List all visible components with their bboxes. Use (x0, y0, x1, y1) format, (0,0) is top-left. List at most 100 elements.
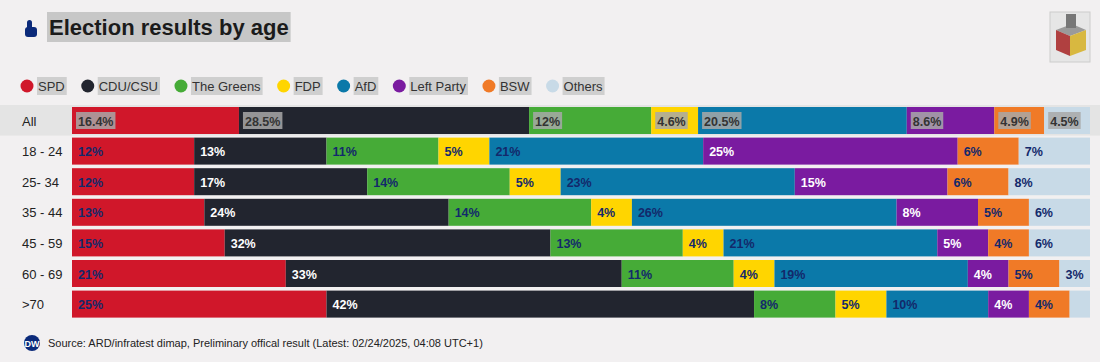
data-label: 12% (535, 115, 560, 129)
data-label: 5% (444, 145, 462, 159)
label-highlight (702, 112, 741, 129)
legend-label: Others (564, 79, 604, 94)
data-label: 12% (78, 145, 103, 159)
category-labels: All18 - 2425- 3435 - 4445 - 5960 - 69>70 (22, 114, 62, 313)
bar-segment (550, 229, 682, 256)
category-label: >70 (22, 297, 44, 312)
bar-segment (72, 168, 194, 195)
data-label: 11% (628, 268, 652, 282)
bar-segment (327, 138, 439, 165)
bar-segment (683, 229, 724, 256)
row-band (0, 197, 1100, 228)
bar-segment (632, 199, 897, 226)
data-label: 7% (1025, 145, 1043, 159)
bar-segment (836, 291, 887, 318)
bar-segment (529, 107, 651, 134)
ballot-logo (1050, 12, 1090, 62)
legend-highlight (191, 77, 263, 95)
data-label: 6% (1035, 237, 1053, 251)
legend-swatch (174, 80, 187, 93)
bar-segment (651, 107, 698, 134)
bar-segment (1029, 291, 1070, 318)
label-highlight (76, 112, 115, 129)
data-label: 26% (638, 206, 663, 220)
data-label: 4.6% (657, 115, 686, 129)
bar-segment (1009, 260, 1060, 287)
data-label: 25% (709, 145, 734, 159)
data-label: 15% (78, 237, 103, 251)
row-band (0, 136, 1100, 167)
row-bg (0, 136, 1100, 167)
logo-right (1070, 30, 1086, 56)
bar-segment (994, 107, 1044, 134)
legend-label: FDP (295, 79, 321, 94)
data-label: 8.6% (913, 115, 942, 129)
bar-segment (754, 291, 835, 318)
bar-segment (72, 138, 194, 165)
bar-segment (225, 229, 551, 256)
bar-segment (1029, 229, 1090, 256)
bar-segment (286, 260, 622, 287)
legend-highlight (499, 77, 532, 95)
data-label: 5% (1015, 268, 1033, 282)
legend-highlight (354, 77, 379, 95)
data-label: 25% (78, 298, 103, 312)
bar-segment (1070, 291, 1090, 318)
data-label: 14% (373, 176, 398, 190)
source: Source: ARD/infratest dimap, Preliminary… (48, 337, 483, 349)
logo-left (1056, 30, 1070, 56)
row-bg (0, 289, 1100, 320)
legend-label: Left Party (410, 79, 466, 94)
bar-segment (1019, 138, 1090, 165)
legend-label: AfD (355, 79, 377, 94)
data-label: 33% (292, 268, 317, 282)
data-label: 12% (78, 176, 103, 190)
data-label: 3% (1065, 268, 1083, 282)
bar-segment (1044, 107, 1090, 134)
data-label: 24% (210, 206, 235, 220)
legend-swatch (337, 80, 350, 93)
legend-label: SPD (38, 79, 65, 94)
data-label: 4% (597, 206, 615, 220)
data-label: 5% (984, 206, 1002, 220)
data-label: 20.5% (704, 115, 739, 129)
bar-segment (937, 229, 988, 256)
bar-segment (978, 199, 1029, 226)
bar-segment (897, 199, 978, 226)
bar-segment (988, 291, 1029, 318)
title-icon (25, 20, 37, 37)
logo-ballot (1066, 14, 1076, 28)
icon-palm (25, 27, 37, 37)
data-label: 5% (943, 237, 961, 251)
legend: SPDCDU/CSUThe GreensFDPAfDLeft PartyBSWO… (21, 77, 605, 95)
bar-segment (561, 168, 795, 195)
label-highlight (911, 112, 944, 129)
legend-swatch (277, 80, 290, 93)
data-label: 19% (780, 268, 805, 282)
data-label: 21% (78, 268, 103, 282)
data-label: 16.4% (78, 115, 113, 129)
bar-segment (449, 199, 592, 226)
source-logo-circle (24, 335, 40, 351)
bar-segment (795, 168, 948, 195)
label-highlight (998, 112, 1031, 129)
bar-segment (72, 199, 204, 226)
row-band (0, 105, 1100, 136)
bar-segment (1059, 260, 1090, 287)
bar-segment (72, 260, 286, 287)
bar-segment (968, 260, 1009, 287)
category-label: 45 - 59 (22, 236, 62, 251)
data-label: 4% (994, 298, 1012, 312)
legend-swatch (393, 80, 406, 93)
chart: Election results by ageSPDCDU/CSUThe Gre… (0, 0, 1100, 362)
legend-swatch (21, 80, 34, 93)
category-label: 35 - 44 (22, 205, 62, 220)
bar-segment (489, 138, 703, 165)
bar-segment (367, 168, 510, 195)
legend-swatch (482, 80, 495, 93)
bar-segment (510, 168, 561, 195)
data-label: 6% (964, 145, 982, 159)
data-label: 13% (200, 145, 225, 159)
data-label: 4% (740, 268, 758, 282)
title-highlight (47, 12, 291, 42)
